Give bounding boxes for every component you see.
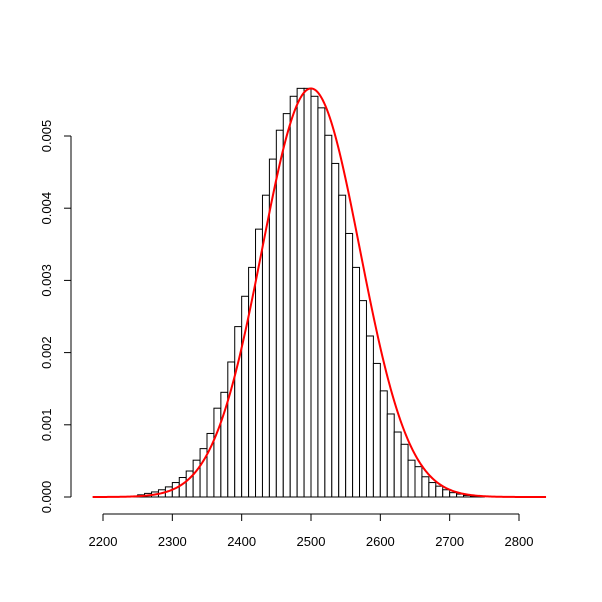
y-tick-label: 0.002 — [39, 336, 54, 369]
histogram-bars — [130, 87, 485, 498]
histogram-bar — [442, 489, 451, 498]
histogram-bar — [379, 390, 388, 498]
histogram-bar — [317, 107, 326, 498]
histogram-bar — [365, 335, 374, 498]
histogram-bar — [220, 391, 229, 498]
histogram-bar — [449, 492, 458, 498]
histogram-bar — [289, 95, 298, 498]
histogram-bar — [282, 113, 291, 498]
histogram-bar — [241, 295, 250, 498]
histogram-bar — [393, 431, 402, 498]
x-tick-label: 2800 — [505, 534, 534, 549]
x-tick-label: 2700 — [435, 534, 464, 549]
x-axis: 2200 2300 2400 2500 2600 2700 2800 — [89, 513, 534, 549]
y-tick-label: 0.000 — [39, 481, 54, 514]
x-tick-label: 2300 — [158, 534, 187, 549]
histogram-bar — [275, 129, 284, 498]
histogram-bar — [359, 300, 367, 498]
histogram-bar — [352, 266, 361, 498]
histogram-bar — [324, 134, 333, 498]
histogram-bar — [310, 95, 319, 498]
histogram-bar — [303, 87, 312, 498]
histogram-bar — [428, 482, 437, 498]
y-tick-label: 0.001 — [39, 409, 54, 442]
density-curve — [92, 87, 547, 498]
histogram-bar — [213, 407, 222, 498]
histogram-bar — [372, 362, 381, 498]
histogram-bar — [407, 459, 416, 498]
x-tick-label: 2200 — [89, 534, 118, 549]
y-tick-label: 0.004 — [39, 192, 54, 225]
histogram-bar — [414, 466, 423, 498]
histogram-bar — [435, 485, 444, 498]
x-tick-label: 2600 — [366, 534, 395, 549]
histogram-bar — [345, 232, 354, 498]
histogram-bar — [331, 162, 340, 498]
x-tick-label: 2400 — [227, 534, 256, 549]
histogram-bar — [178, 477, 187, 498]
y-tick-label: 0.005 — [39, 120, 54, 153]
y-axis: 0.000 0.001 0.002 0.003 0.004 0.005 — [39, 120, 72, 514]
histogram-bar — [386, 413, 395, 498]
histogram-bar — [338, 194, 347, 498]
histogram-bar — [400, 443, 409, 498]
histogram-bar — [296, 87, 305, 498]
y-tick-label: 0.003 — [39, 264, 54, 297]
x-tick-label: 2500 — [297, 534, 326, 549]
histogram-bar — [421, 476, 430, 498]
